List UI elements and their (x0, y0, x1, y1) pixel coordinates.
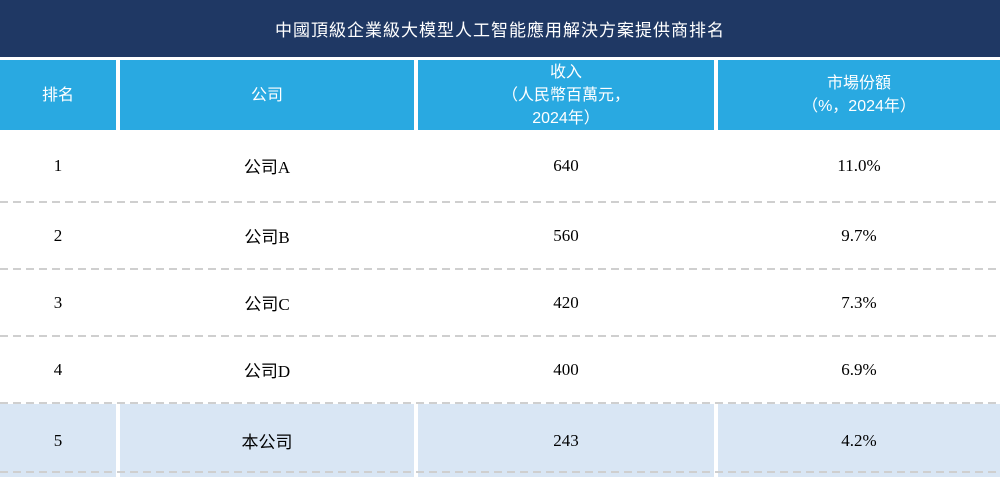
table-row: 3 公司C 420 7.3% (0, 270, 1000, 335)
cell-revenue: 640 (553, 155, 579, 175)
cell-share: 7.3% (841, 292, 877, 312)
table-body: 1 公司A 640 11.0% 2 公司B 560 9.7% 3 公司C 420… (0, 130, 1000, 477)
column-header-text: 公司 (250, 86, 283, 104)
row-divider (0, 201, 1000, 203)
row-divider (0, 335, 1000, 337)
column-header-company: 公司 (120, 60, 414, 130)
table-header-row: 排名 公司 收入 （人民幣百萬元， 2024年） 市場份額 （%，2024年） (0, 60, 1000, 130)
column-header-text: 2024年） (532, 109, 600, 127)
column-header-revenue: 收入 （人民幣百萬元， 2024年） (418, 60, 714, 130)
row-divider (0, 471, 1000, 473)
cell-company: 公司A (243, 158, 291, 177)
table-row: 1 公司A 640 11.0% (0, 130, 1000, 201)
cell-revenue: 400 (553, 359, 579, 379)
table-title: 中國頂級企業級大模型人工智能應用解決方案提供商排名 (275, 21, 725, 40)
column-header-text: 市場份額 (826, 75, 891, 92)
column-header-text: 排名 (41, 86, 74, 104)
cell-rank: 1 (53, 155, 63, 175)
cell-rank: 5 (0, 404, 116, 477)
table-row: 2 公司B 560 9.7% (0, 203, 1000, 268)
cell-company: 公司D (243, 362, 291, 381)
row-divider (0, 268, 1000, 270)
cell-share: 9.7% (841, 225, 877, 245)
table-row-highlighted: 5 本公司 243 4.2% (0, 404, 1000, 477)
column-header-text: （%，2024年） (802, 98, 916, 115)
cell-revenue: 243 (418, 404, 714, 477)
table-title-bar: 中國頂級企業級大模型人工智能應用解決方案提供商排名 (0, 0, 1000, 57)
cell-rank: 4 (53, 359, 63, 379)
column-header-share: 市場份額 （%，2024年） (718, 60, 1000, 130)
column-header-rank: 排名 (0, 60, 116, 130)
cell-share: 11.0% (837, 155, 881, 175)
column-header-text: （人民幣百萬元， (501, 86, 630, 104)
cell-share: 6.9% (841, 359, 877, 379)
cell-company: 公司B (244, 228, 290, 247)
cell-rank: 3 (53, 292, 63, 312)
cell-revenue: 420 (553, 292, 579, 312)
table-row: 4 公司D 400 6.9% (0, 337, 1000, 402)
cell-revenue: 560 (553, 225, 579, 245)
row-divider (0, 402, 1000, 404)
cell-rank: 2 (53, 225, 63, 245)
column-header-text: 收入 (549, 63, 582, 81)
cell-share: 4.2% (718, 404, 1000, 477)
cell-company: 公司C (244, 295, 290, 314)
cell-company: 本公司 (120, 404, 414, 477)
